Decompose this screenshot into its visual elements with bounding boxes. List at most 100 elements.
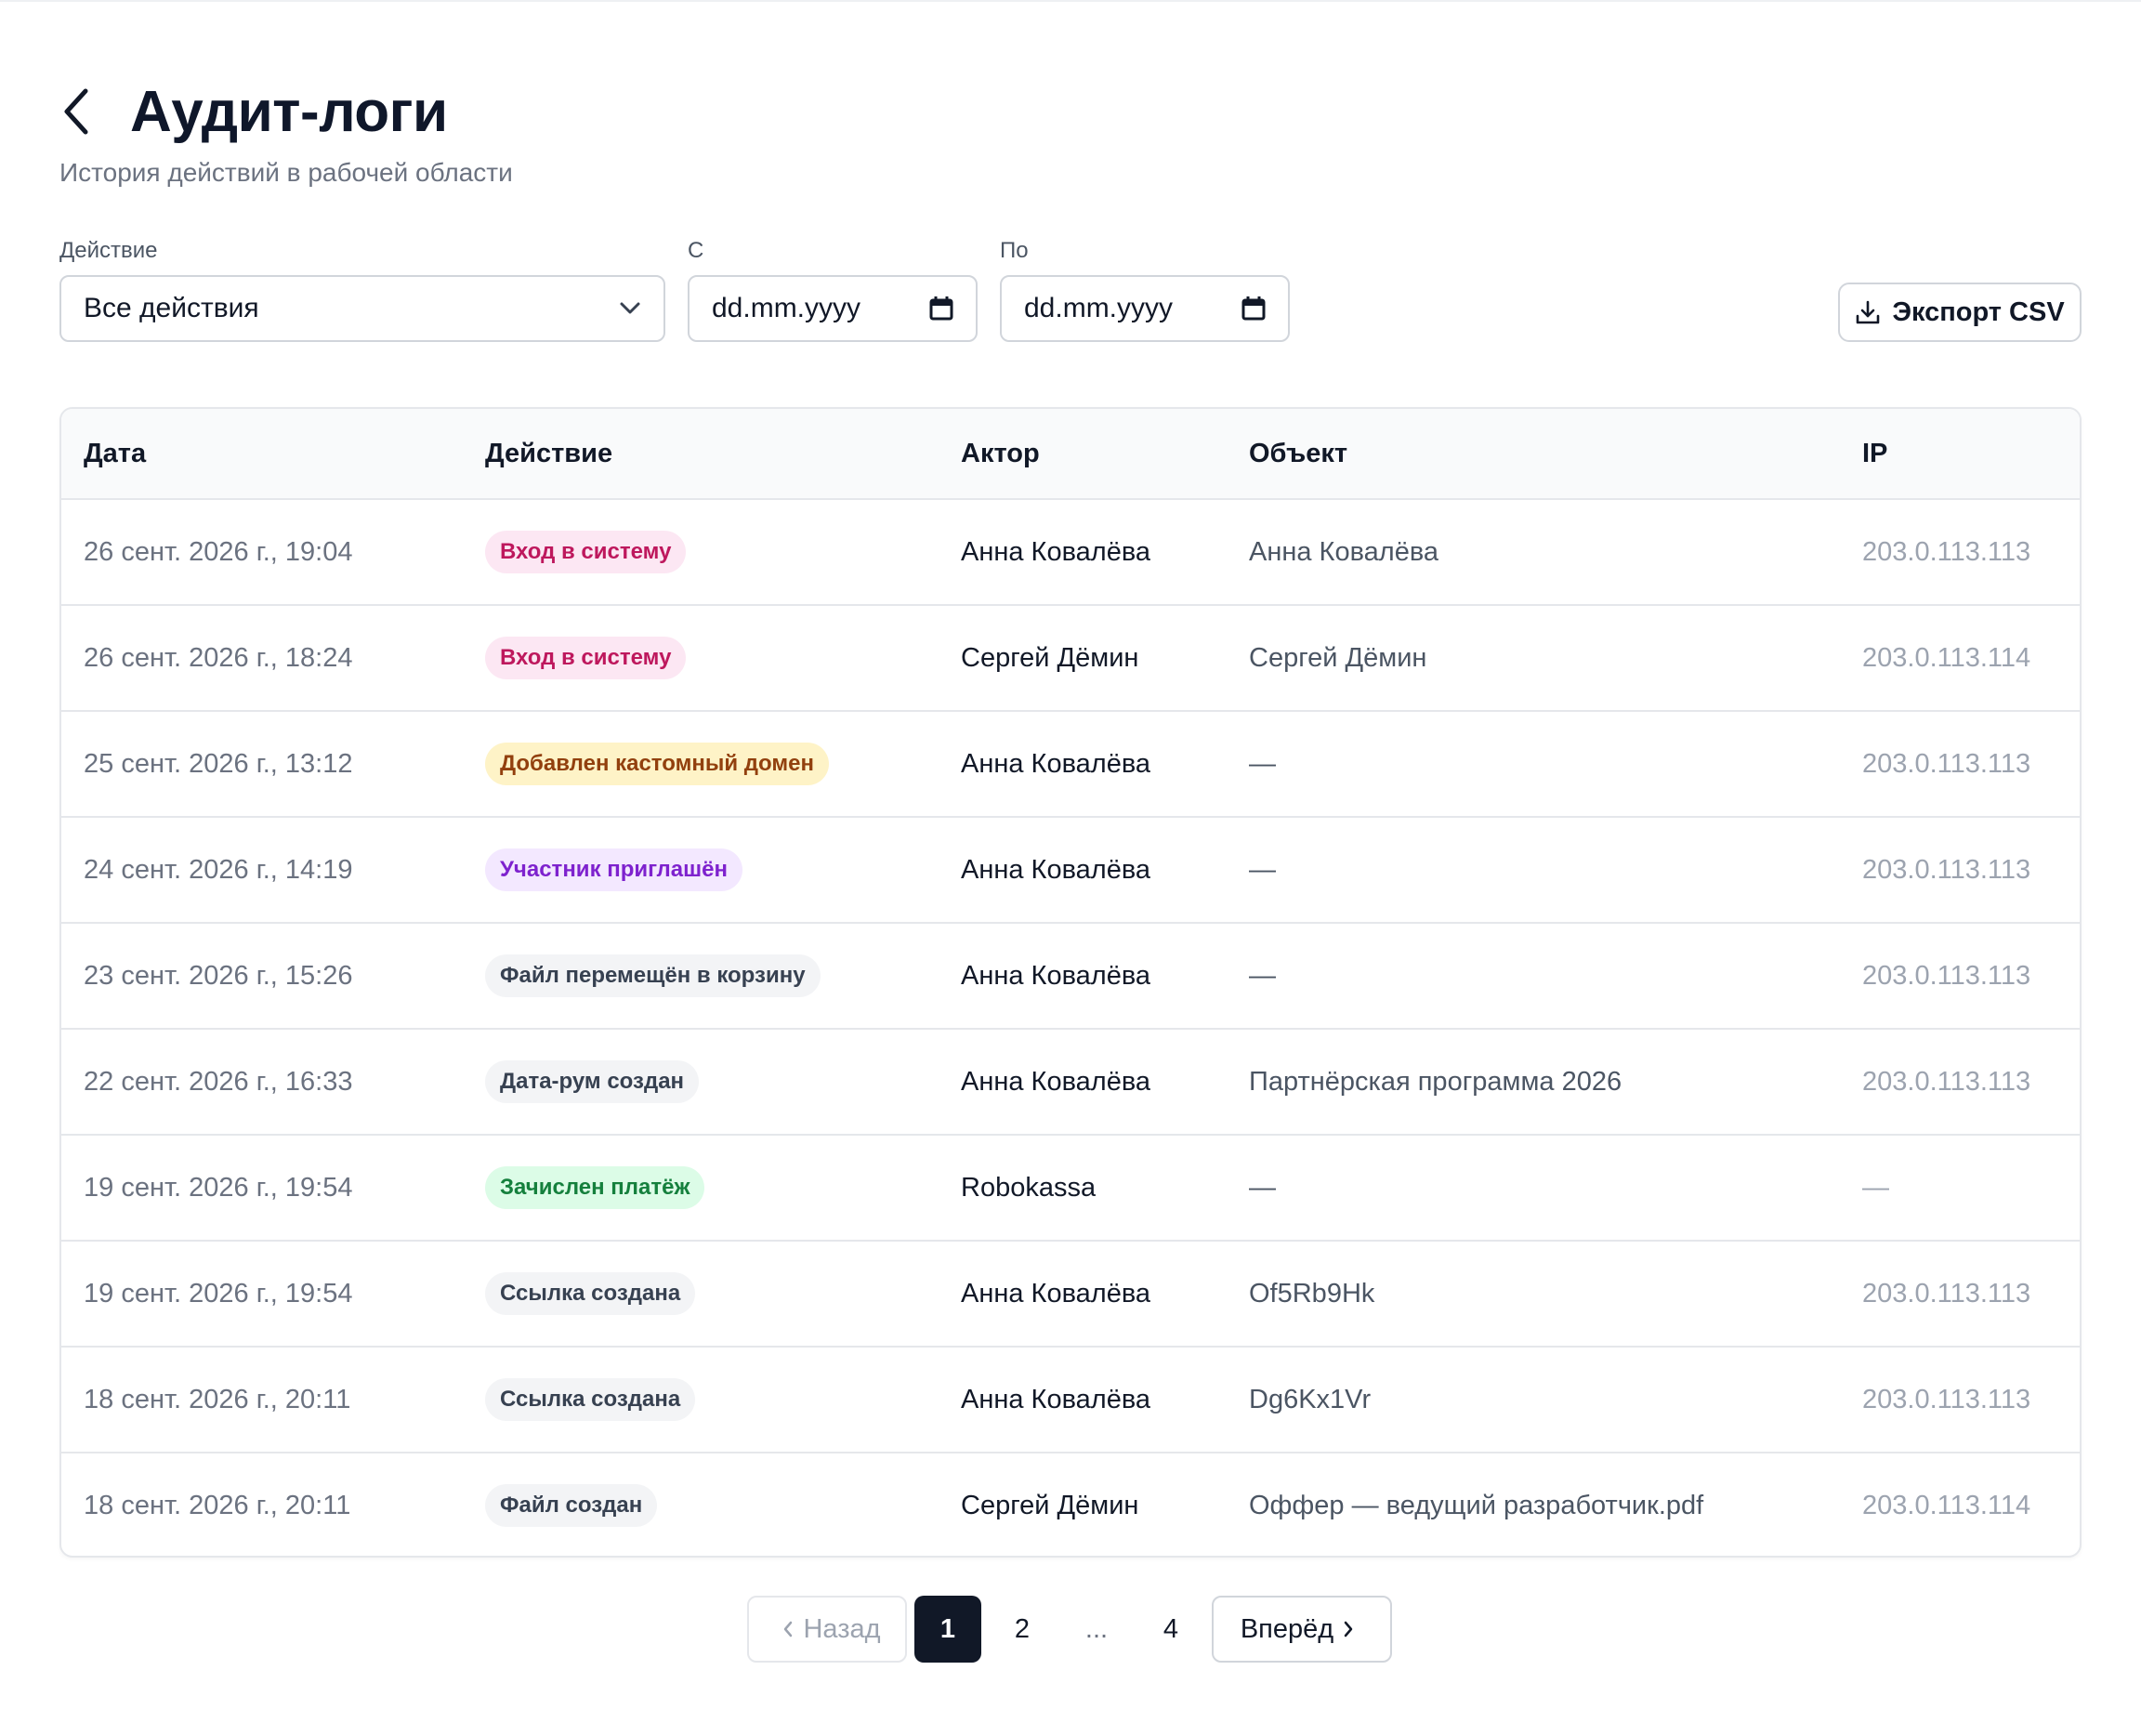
action-badge: Ссылка создана <box>485 1272 696 1315</box>
next-page-button[interactable]: Вперёд <box>1212 1596 1392 1663</box>
audit-log-table: Дата Действие Актор Объект IP 26 сент. 2… <box>59 407 2082 1558</box>
action-badge: Ссылка создана <box>485 1378 696 1421</box>
row-actor: Сергей Дёмин <box>961 642 1139 673</box>
row-actor: Robokassa <box>961 1172 1097 1203</box>
prev-page-label: Назад <box>803 1613 881 1644</box>
calendar-icon[interactable] <box>929 296 953 322</box>
row-action: Файл создан <box>485 1453 658 1556</box>
row-date: 25 сент. 2026 г., 13:12 <box>84 748 353 779</box>
calendar-icon[interactable] <box>1241 296 1266 322</box>
row-actor: Анна Ковалёва <box>961 748 1151 779</box>
row-date: 23 сент. 2026 г., 15:26 <box>84 960 353 991</box>
row-ip: 203.0.113.113 <box>1862 536 2031 567</box>
row-action: Ссылка создана <box>485 1242 696 1346</box>
row-actor: Сергей Дёмин <box>961 1490 1139 1520</box>
date-from-label: С <box>688 238 704 263</box>
row-action: Вход в систему <box>485 500 687 604</box>
date-to-placeholder: dd.mm.yyyy <box>1024 293 1174 323</box>
row-action: Файл перемещён в корзину <box>485 924 821 1028</box>
row-date: 18 сент. 2026 г., 20:11 <box>84 1384 351 1414</box>
row-object: — <box>1249 960 1276 991</box>
page-title: Аудит-логи <box>130 79 448 144</box>
top-divider <box>0 0 2141 2</box>
table-row: 18 сент. 2026 г., 20:11 Ссылка создана Анн… <box>61 1348 2080 1453</box>
action-filter: Действие Все действия <box>59 238 665 342</box>
date-from-placeholder: dd.mm.yyyy <box>712 293 861 323</box>
row-ip: 203.0.113.113 <box>1862 1278 2031 1309</box>
column-header-date: Дата <box>84 438 147 468</box>
row-ip: 203.0.113.113 <box>1862 960 2031 991</box>
row-date: 22 сент. 2026 г., 16:33 <box>84 1066 353 1097</box>
row-actor: Анна Ковалёва <box>961 1384 1151 1414</box>
row-date: 19 сент. 2026 г., 19:54 <box>84 1278 353 1309</box>
date-to-filter: По dd.mm.yyyy <box>1000 238 1290 342</box>
row-object: — <box>1249 1172 1276 1203</box>
row-object: Оффер — ведущий разработчик.pdf <box>1249 1490 1704 1520</box>
row-ip: 203.0.113.113 <box>1862 854 2031 885</box>
action-badge: Зачислен платёж <box>485 1166 705 1209</box>
row-date: 26 сент. 2026 г., 18:24 <box>84 642 353 673</box>
row-actor: Анна Ковалёва <box>961 1066 1151 1097</box>
action-filter-label: Действие <box>59 238 158 263</box>
back-button[interactable] <box>59 82 119 141</box>
date-to-label: По <box>1000 238 1029 263</box>
row-action: Дата-рум создан <box>485 1030 700 1134</box>
column-header-object: Объект <box>1249 438 1348 468</box>
table-row: 25 сент. 2026 г., 13:12 Добавлен кастомны… <box>61 712 2080 818</box>
table-row: 22 сент. 2026 г., 16:33 Дата-рум создан Ан… <box>61 1030 2080 1136</box>
row-object: — <box>1249 748 1276 779</box>
action-badge: Добавлен кастомный домен <box>485 743 829 785</box>
row-actor: Анна Ковалёва <box>961 854 1151 885</box>
row-object: Сергей Дёмин <box>1249 642 1427 673</box>
row-date: 24 сент. 2026 г., 14:19 <box>84 854 353 885</box>
row-object: Анна Ковалёва <box>1249 536 1439 567</box>
page-button-2[interactable]: 2 <box>1014 1613 1031 1644</box>
table-row: 26 сент. 2026 г., 19:04 Вход в систему Анн… <box>61 500 2080 606</box>
page-button-1[interactable]: 1 <box>914 1596 981 1663</box>
action-badge: Участник приглашён <box>485 848 742 891</box>
row-ip: 203.0.113.114 <box>1862 642 2031 673</box>
row-date: 26 сент. 2026 г., 19:04 <box>84 536 353 567</box>
next-page-label: Вперёд <box>1240 1613 1334 1644</box>
action-badge: Вход в систему <box>485 637 687 679</box>
table-body: 26 сент. 2026 г., 19:04 Вход в систему Анн… <box>61 500 2080 1556</box>
download-icon <box>1857 300 1880 324</box>
chevron-left-icon <box>784 1621 793 1637</box>
date-from-filter: С dd.mm.yyyy <box>688 238 978 342</box>
column-header-action: Действие <box>485 438 613 468</box>
row-action: Участник приглашён <box>485 818 742 922</box>
action-badge: Вход в систему <box>485 531 687 573</box>
row-actor: Анна Ковалёва <box>961 536 1151 567</box>
page-button-4[interactable]: 4 <box>1162 1613 1179 1644</box>
row-object: Партнёрская программа 2026 <box>1249 1066 1622 1097</box>
date-from-input[interactable]: dd.mm.yyyy <box>688 275 978 342</box>
date-to-input[interactable]: dd.mm.yyyy <box>1000 275 1290 342</box>
action-select-value: Все действия <box>84 293 259 323</box>
action-badge: Файл перемещён в корзину <box>485 954 821 997</box>
row-action: Ссылка создана <box>485 1348 696 1452</box>
column-header-ip: IP <box>1862 438 1888 468</box>
export-csv-label: Экспорт CSV <box>1892 296 2065 327</box>
table-row: 24 сент. 2026 г., 14:19 Участник приглашё… <box>61 818 2080 924</box>
page-subtitle: История действий в рабочей области <box>59 158 513 187</box>
table-header: Дата Действие Актор Объект IP <box>61 409 2080 500</box>
row-date: 18 сент. 2026 г., 20:11 <box>84 1490 351 1520</box>
row-ip: 203.0.113.113 <box>1862 748 2031 779</box>
row-action: Вход в систему <box>485 606 687 710</box>
row-actor: Анна Ковалёва <box>961 1278 1151 1309</box>
chevron-left-icon <box>64 88 88 135</box>
row-object: — <box>1249 854 1276 885</box>
row-object: Of5Rb9Hk <box>1249 1278 1375 1309</box>
row-action: Зачислен платёж <box>485 1136 705 1240</box>
export-csv-button[interactable]: Экспорт CSV <box>1838 283 2082 342</box>
row-ip: 203.0.113.113 <box>1862 1384 2031 1414</box>
page-header: Аудит-логи <box>59 74 448 149</box>
table-row: 23 сент. 2026 г., 15:26 Файл перемещён в … <box>61 924 2080 1030</box>
pagination: Назад 1 2 ... 4 Вперёд <box>747 1595 1392 1664</box>
chevron-right-icon <box>1344 1621 1353 1637</box>
row-object: Dg6Kx1Vr <box>1249 1384 1372 1414</box>
action-select[interactable]: Все действия <box>59 275 665 342</box>
action-badge: Файл создан <box>485 1484 658 1527</box>
table-row: 18 сент. 2026 г., 20:11 Файл создан Сергей… <box>61 1453 2080 1556</box>
prev-page-button[interactable]: Назад <box>747 1596 907 1663</box>
